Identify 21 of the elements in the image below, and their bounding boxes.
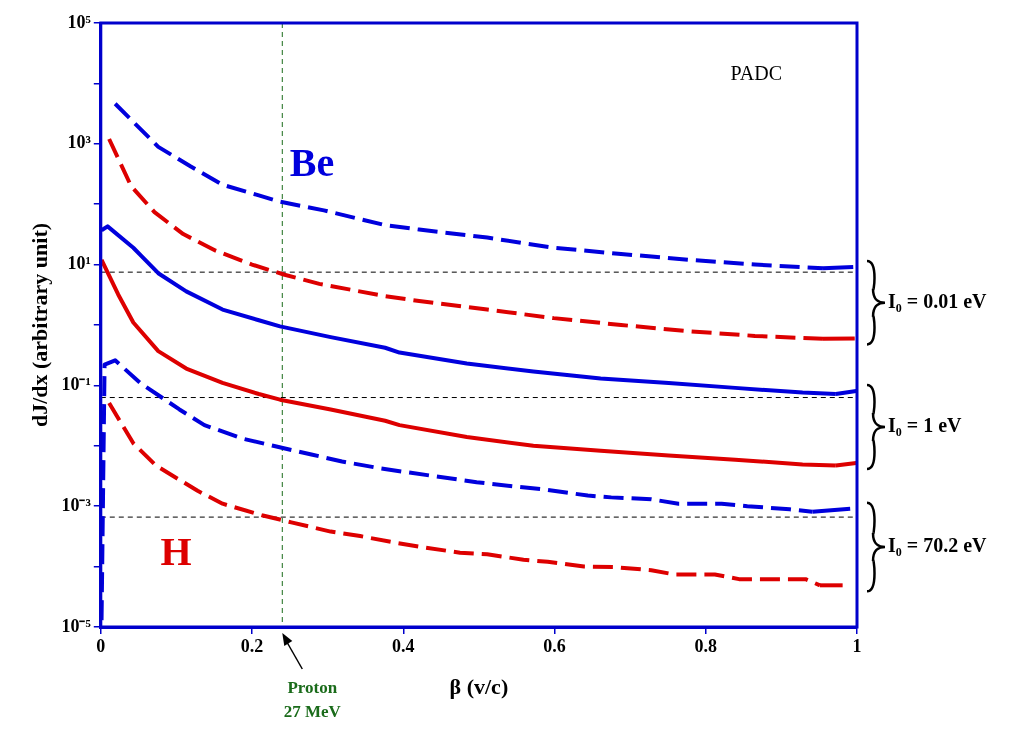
x-tick-label: 1 — [852, 636, 862, 657]
annotation: PADC — [730, 62, 782, 85]
annotation: H — [160, 528, 192, 574]
x-tick-label: 0 — [96, 636, 106, 657]
annotation: Be — [289, 139, 335, 185]
text: I₀ = 0.01 eV — [888, 289, 987, 313]
x-tick-label: 0.8 — [694, 636, 718, 657]
y-tick-label: 10¹ — [67, 253, 91, 274]
x-axis-title: β (v/c) — [449, 674, 509, 700]
x-tick-label: 0.6 — [543, 636, 566, 657]
text: I₀ = 1 eV — [888, 413, 962, 437]
x-tick-label: 0.4 — [392, 636, 415, 657]
y-tick-label: 10³ — [67, 132, 92, 153]
y-axis-title: dJ/dx (arbitrary unit) — [26, 222, 52, 428]
text: I₀ = 70.2 eV — [888, 533, 987, 557]
y-tick-label: 10⁻¹ — [61, 374, 91, 395]
x-tick-label: 0.2 — [240, 636, 264, 657]
y-tick-label: 10⁵ — [67, 11, 92, 32]
y-tick-label: 10⁻³ — [61, 494, 92, 515]
y-tick-label: 10⁻⁵ — [61, 615, 92, 636]
ref-line-label: Proton 27 MeV — [283, 678, 342, 721]
